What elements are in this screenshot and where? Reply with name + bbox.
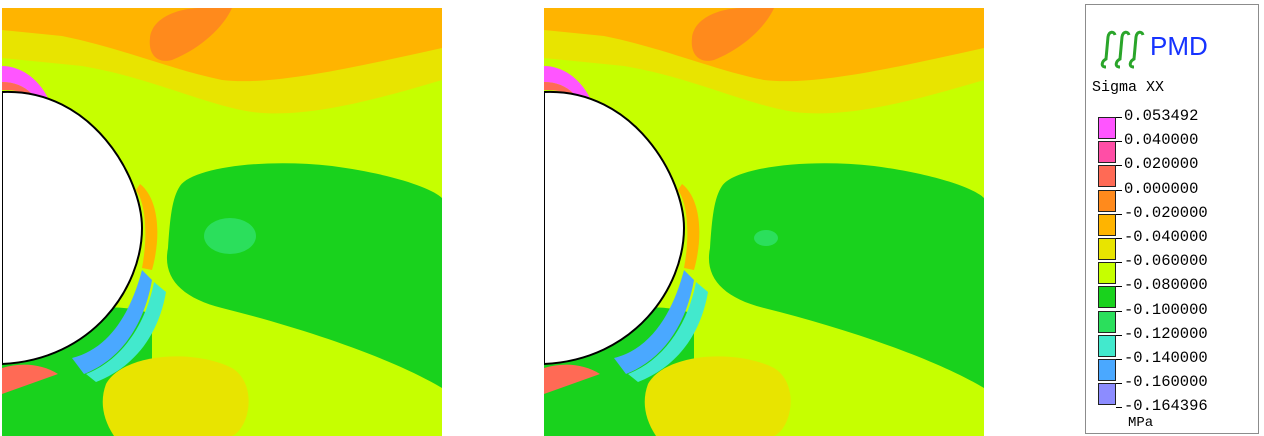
- region-cyan: [628, 282, 708, 382]
- region-midgreen: [754, 230, 778, 246]
- legend-swatch: [1098, 238, 1116, 260]
- region-blue: [614, 270, 694, 374]
- region-amber-hole: [678, 184, 700, 270]
- legend-title: Sigma XX: [1092, 79, 1165, 96]
- region-salmon: [544, 82, 574, 94]
- legend-tick-mark: [1116, 286, 1122, 288]
- region-salmon-lower: [544, 364, 600, 394]
- legend-tick-mark: [1116, 238, 1122, 239]
- legend-tick-mark: [1116, 383, 1122, 385]
- region-amber: [2, 8, 442, 82]
- region-green: [708, 163, 984, 388]
- region-midgreen: [204, 218, 256, 254]
- legend-tick-mark: [1116, 334, 1122, 336]
- legend-tick-label: -0.100000: [1124, 300, 1208, 319]
- region-orange: [149, 8, 232, 61]
- legend-tick-label: -0.120000: [1124, 324, 1208, 343]
- legend-tick-label: -0.140000: [1124, 349, 1208, 367]
- legend-swatch: [1098, 262, 1116, 285]
- legend-tick-mark: [1116, 141, 1122, 143]
- contour-plot-right: [544, 8, 984, 436]
- legend-swatch: [1098, 189, 1116, 212]
- region-cyan: [86, 282, 166, 382]
- legend-swatch: [1098, 213, 1116, 236]
- legend-swatch: [1098, 117, 1116, 139]
- legend-tick-mark: [1116, 359, 1122, 360]
- legend-swatch: [1098, 165, 1116, 188]
- region-amber-hole: [136, 184, 158, 270]
- legend-tick-mark: [1116, 407, 1122, 409]
- contour-plot-left: [2, 8, 442, 436]
- region-magenta: [2, 66, 48, 98]
- region-orange: [691, 8, 774, 61]
- legend-tick-label: -0.160000: [1124, 373, 1208, 392]
- hole: [544, 90, 686, 366]
- region-salmon: [2, 82, 32, 94]
- legend-tick-label: 0.053492: [1124, 107, 1199, 125]
- legend-tick-label: 0.020000: [1124, 155, 1199, 174]
- region-magenta: [544, 66, 590, 98]
- legend-swatch: [1098, 383, 1116, 406]
- legend-tick-label: 0.000000: [1124, 179, 1199, 198]
- legend-swatch: [1098, 334, 1116, 357]
- legend-swatch: [1098, 286, 1116, 309]
- legend-tick-mark: [1116, 117, 1122, 118]
- pmd-logo-icon: [1100, 30, 1145, 69]
- region-amber: [544, 8, 984, 82]
- legend-swatch: [1098, 359, 1116, 381]
- legend-tick-mark: [1116, 310, 1122, 312]
- legend-tick-label: -0.040000: [1124, 228, 1208, 246]
- logo-text: PMD: [1150, 31, 1208, 61]
- legend-tick-label: -0.080000: [1124, 276, 1208, 295]
- legend-tick-mark: [1116, 213, 1122, 215]
- color-legend: PMD Sigma XX 0.053492 0.040000 0.020000 0.0…: [1085, 4, 1259, 434]
- contour-svg: [544, 8, 984, 436]
- legend-tick-label: -0.060000: [1124, 252, 1208, 271]
- legend-tick-mark: [1116, 165, 1122, 167]
- region-yellow-lower: [102, 356, 249, 436]
- region-salmon-lower: [2, 364, 58, 394]
- legend-units: MPa: [1128, 415, 1154, 431]
- region-blue: [72, 270, 152, 374]
- legend-tick-label: -0.020000: [1124, 203, 1208, 222]
- legend-tick-label: -0.164396: [1124, 397, 1208, 416]
- region-yellow-lower: [644, 356, 791, 436]
- legend-swatch: [1098, 310, 1116, 333]
- contour-svg: [2, 8, 442, 436]
- legend-tick-mark: [1116, 189, 1122, 191]
- legend-tick-mark: [1116, 262, 1122, 264]
- hole: [2, 90, 144, 366]
- legend-swatch: [1098, 141, 1116, 164]
- legend-tick-label: 0.040000: [1124, 131, 1199, 150]
